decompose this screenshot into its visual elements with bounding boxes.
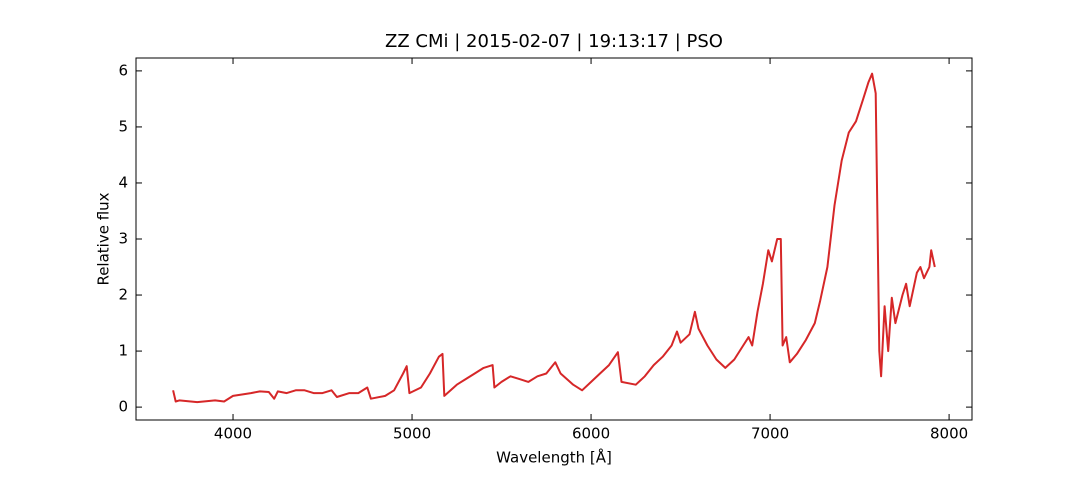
y-tick-label: 0 [118,398,128,416]
y-tick-label: 1 [118,342,128,360]
plot-frame [135,57,973,421]
y-tick-label: 6 [118,61,128,79]
y-axis-label: Relative flux [95,192,113,285]
chart-title: ZZ CMi | 2015-02-07 | 19:13:17 | PSO [385,31,723,52]
x-tick-label: 4000 [214,425,252,443]
y-tick-label: 4 [118,173,128,191]
x-tick-label: 6000 [572,425,610,443]
x-tick-label: 8000 [930,425,968,443]
y-tick-label: 3 [118,230,128,248]
x-tick-label: 7000 [751,425,789,443]
x-tick-label: 5000 [393,425,431,443]
y-tick-label: 5 [118,117,128,135]
x-axis-label: Wavelength [Å] [496,448,612,467]
y-tick-label: 2 [118,286,128,304]
spectrum-line [172,72,936,404]
